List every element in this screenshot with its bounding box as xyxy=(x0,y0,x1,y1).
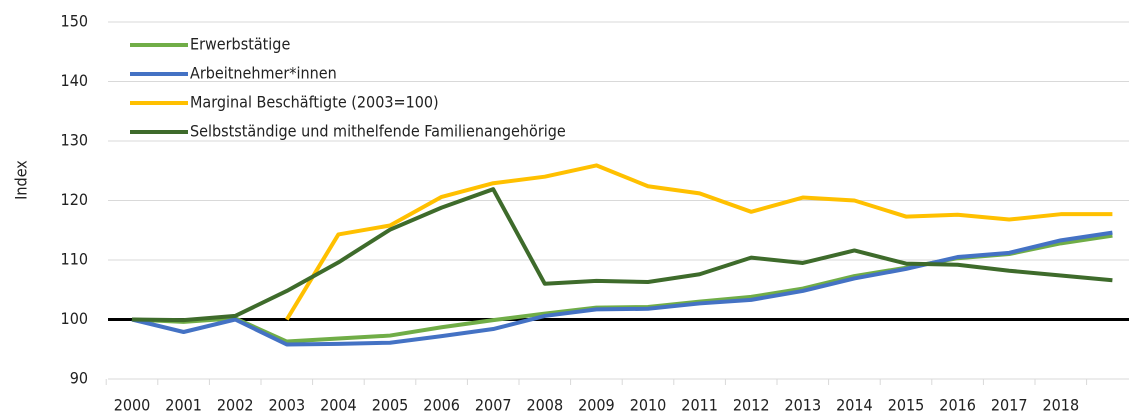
x-tick-label: 2000 xyxy=(114,396,151,415)
x-tick-label: 2018 xyxy=(1042,396,1079,415)
x-tick-label: 2014 xyxy=(836,396,873,415)
x-tick-label: 2011 xyxy=(681,396,718,415)
x-tick-label: 2002 xyxy=(217,396,254,415)
x-tick-label: 2012 xyxy=(733,396,770,415)
x-tick-label: 2006 xyxy=(423,396,460,415)
legend-label: Selbstständige und mithelfende Familiena… xyxy=(190,122,566,141)
x-tick-label: 2004 xyxy=(320,396,357,415)
legend-label: Marginal Beschäftigte (2003=100) xyxy=(190,93,439,112)
x-tick-label: 2007 xyxy=(475,396,512,415)
series-line xyxy=(131,230,1113,347)
x-tick-label: 2003 xyxy=(268,396,305,415)
x-tick-label: 2013 xyxy=(784,396,821,415)
x-tick-label: 2015 xyxy=(888,396,925,415)
y-tick-label: 100 xyxy=(61,309,88,328)
y-tick-label: 110 xyxy=(61,250,88,269)
y-tick-label: 130 xyxy=(61,131,88,150)
x-tick-label: 2001 xyxy=(165,396,202,415)
legend-label: Erwerbstätige xyxy=(190,35,290,54)
y-tick-label: 90 xyxy=(70,369,88,388)
x-tick-label: 2016 xyxy=(939,396,976,415)
y-tick-label: 150 xyxy=(61,12,88,31)
x-tick-label: 2010 xyxy=(630,396,667,415)
x-tick-label: 2009 xyxy=(578,396,615,415)
series-line xyxy=(131,233,1113,344)
series-line xyxy=(131,187,1113,323)
y-tick-label: 120 xyxy=(61,190,88,209)
legend-label: Arbeitnehmer*innen xyxy=(190,64,337,83)
x-tick-label: 2005 xyxy=(372,396,409,415)
y-axis-label: Index xyxy=(12,160,31,200)
y-tick-label: 140 xyxy=(61,71,88,90)
x-tick-label: 2017 xyxy=(991,396,1028,415)
series-line xyxy=(285,163,1113,321)
x-tick-label: 2008 xyxy=(526,396,563,415)
